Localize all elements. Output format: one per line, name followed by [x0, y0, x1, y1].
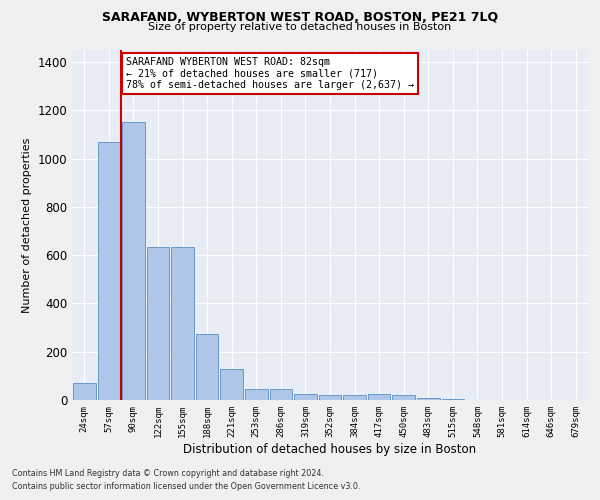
Bar: [343, 395, 366, 400]
Bar: [171, 246, 194, 400]
Y-axis label: Number of detached properties: Number of detached properties: [22, 138, 32, 312]
Bar: [392, 395, 415, 400]
Text: Contains HM Land Registry data © Crown copyright and database right 2024.: Contains HM Land Registry data © Crown c…: [12, 468, 324, 477]
Bar: [73, 383, 95, 400]
Bar: [146, 246, 169, 400]
Bar: [294, 394, 317, 400]
Bar: [122, 122, 145, 400]
X-axis label: Distribution of detached houses by size in Boston: Distribution of detached houses by size …: [184, 442, 476, 456]
Bar: [417, 398, 440, 400]
Bar: [98, 142, 120, 400]
Text: SARAFAND, WYBERTON WEST ROAD, BOSTON, PE21 7LQ: SARAFAND, WYBERTON WEST ROAD, BOSTON, PE…: [102, 11, 498, 24]
Text: Size of property relative to detached houses in Boston: Size of property relative to detached ho…: [148, 22, 452, 32]
Text: SARAFAND WYBERTON WEST ROAD: 82sqm
← 21% of detached houses are smaller (717)
78: SARAFAND WYBERTON WEST ROAD: 82sqm ← 21%…: [126, 57, 414, 90]
Bar: [319, 395, 341, 400]
Bar: [245, 389, 268, 400]
Bar: [368, 394, 391, 400]
Bar: [269, 389, 292, 400]
Text: Contains public sector information licensed under the Open Government Licence v3: Contains public sector information licen…: [12, 482, 361, 491]
Bar: [196, 334, 218, 400]
Bar: [220, 368, 243, 400]
Bar: [442, 399, 464, 400]
